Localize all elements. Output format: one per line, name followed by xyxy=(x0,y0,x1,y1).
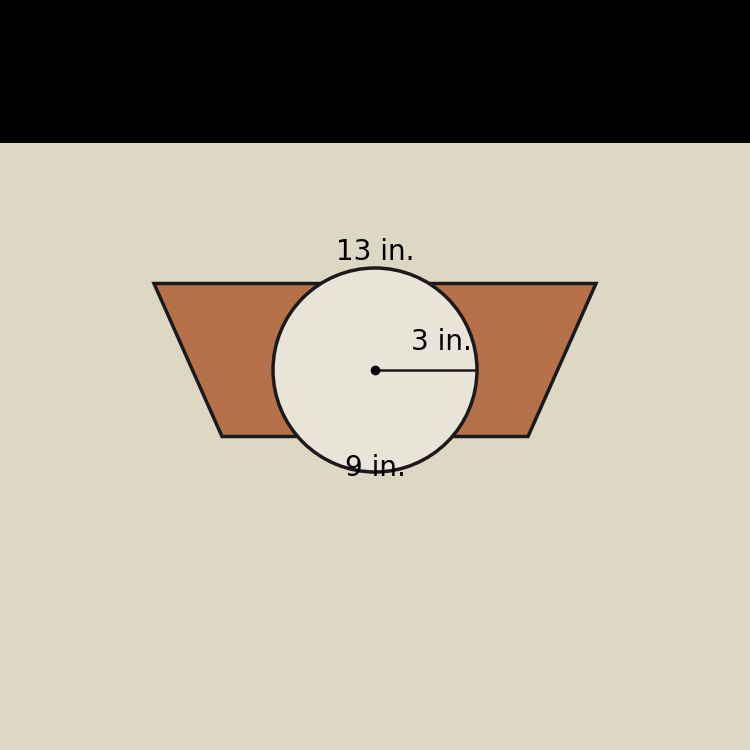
Text: 13 in.: 13 in. xyxy=(336,238,414,266)
Text: 3 in.: 3 in. xyxy=(411,328,472,356)
Bar xyxy=(0,0,750,142)
Circle shape xyxy=(273,268,477,472)
Polygon shape xyxy=(154,284,596,436)
Text: 9 in.: 9 in. xyxy=(344,454,406,482)
